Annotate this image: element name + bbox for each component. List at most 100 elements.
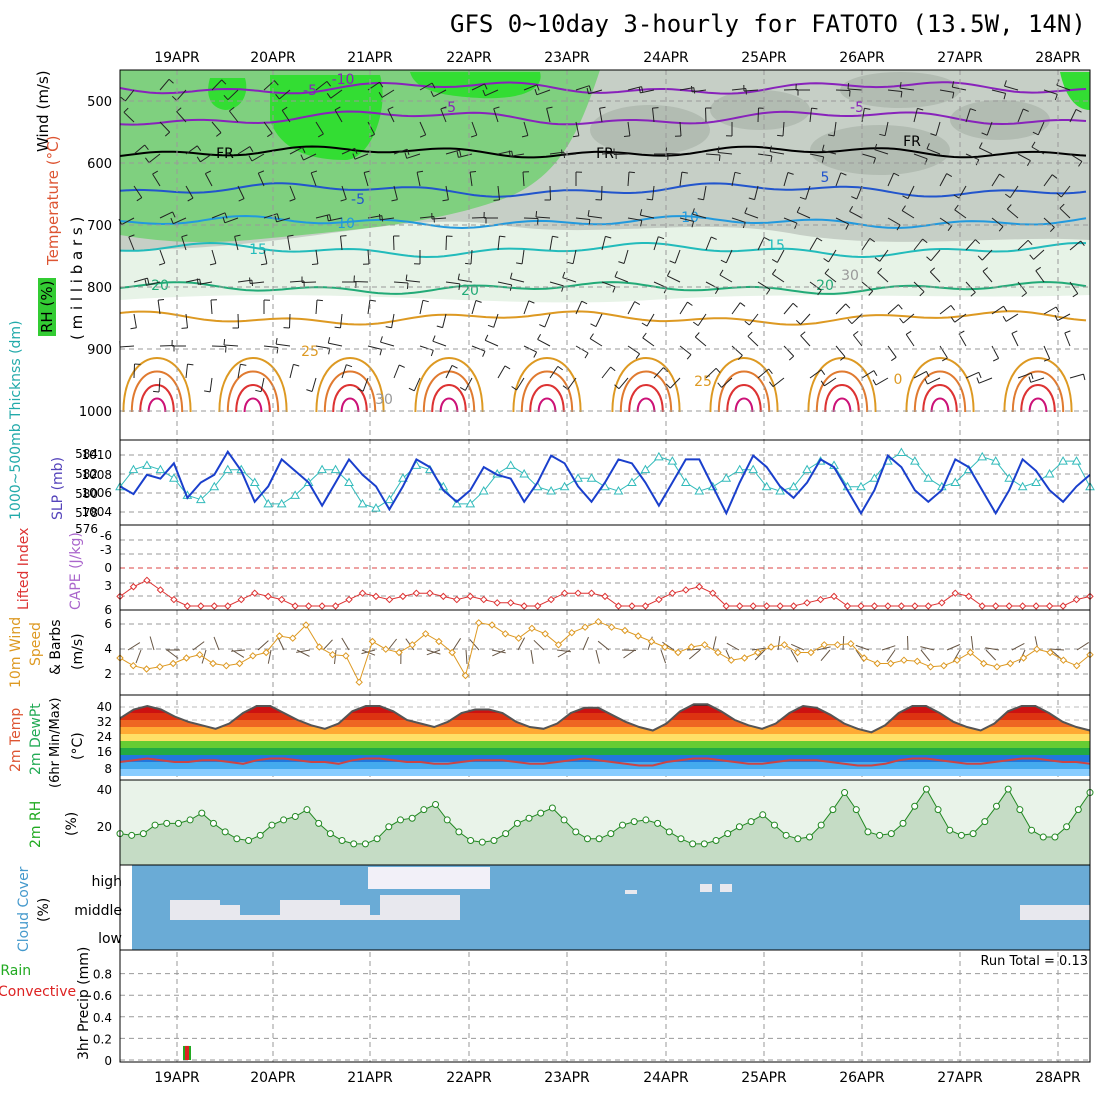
lifted-index-line-point [789, 602, 798, 610]
wind-barb-flag [691, 221, 695, 228]
wind-barb-flag [534, 88, 538, 95]
wind-barb [874, 149, 889, 155]
thickness-line-point [195, 494, 206, 504]
wind10-speed-line-point [435, 637, 443, 646]
wind10-barb [777, 636, 781, 651]
wind-barb-flag [456, 151, 459, 158]
panel-frame-precip [119, 949, 1091, 1063]
diurnal-loop-5-2 [628, 384, 664, 413]
wind-barb-flag [187, 197, 194, 202]
wind-barb [1061, 185, 1071, 198]
wind-barb-flag [196, 278, 199, 285]
wind-barb [133, 363, 135, 379]
thickness-line-point [1017, 481, 1028, 491]
wind-barb [694, 336, 707, 347]
wind-barb [824, 377, 837, 387]
thickness-tick-label: 578 [75, 506, 98, 520]
wind-barb-flag [715, 367, 721, 374]
wind-barb [549, 236, 553, 251]
wind-barb-flag [951, 81, 955, 88]
rh2m-line-point [1028, 826, 1036, 834]
wind-barb-flag [763, 236, 770, 241]
wind-barb-flag [521, 135, 529, 138]
diurnal-loop-5-1 [619, 370, 673, 413]
wind-barb-flag [952, 92, 955, 99]
thickness-line-point [128, 464, 139, 474]
wind-barb-flag [1051, 174, 1058, 179]
diurnal-loop-4-2 [529, 384, 565, 413]
temp-band-6 [120, 741, 1090, 748]
wind10-speed-line-point [807, 648, 815, 657]
cape-tick-label: 3 [104, 579, 112, 593]
wind-barb [913, 153, 928, 160]
wind-barb-flag [528, 300, 535, 304]
wind10-barb [452, 638, 462, 651]
thickness-line-point [734, 464, 745, 474]
wind-barb [152, 173, 161, 187]
diurnal-loop-9-1 [1011, 370, 1065, 413]
wind-barb-flag [1003, 93, 1007, 100]
wind-barb-flag [405, 274, 408, 281]
lifted-index-line-point [816, 595, 825, 604]
wind-barb-flag [470, 171, 477, 173]
date-label-top: 25APR [741, 50, 787, 66]
wind-barb [276, 217, 291, 223]
wind-barb [289, 185, 296, 200]
wind-barb-flag [378, 91, 383, 98]
wind-barb [310, 172, 317, 187]
wind-barb [1057, 313, 1071, 322]
wind-barb [536, 89, 551, 96]
wind-barb-flag [851, 196, 857, 200]
wind-barb [965, 239, 976, 251]
wind-barb [1004, 85, 1019, 91]
wind-barb-flag [694, 332, 700, 338]
wind-barb-flag [845, 303, 851, 309]
rh2m-line-point [233, 835, 241, 843]
wind-barb-flag [1028, 376, 1032, 383]
rh2m-line-point [619, 821, 627, 829]
contour-minus5 [119, 110, 1087, 126]
mb-tick-label: 700 [87, 219, 112, 234]
wind-barb [614, 276, 629, 283]
wind10-barb [790, 649, 799, 663]
thickness-line-point [627, 477, 637, 486]
thickness-line-point [1031, 477, 1041, 486]
wind-barb-flag [276, 213, 280, 220]
wind-barb-flag [788, 355, 795, 361]
wind-barb [926, 148, 941, 155]
wind-barb-flag [499, 235, 506, 238]
wind10-speed-line-point [129, 661, 137, 670]
thickness-line-point [977, 451, 988, 461]
wind-barb [879, 249, 889, 262]
thickness-line-point [680, 477, 691, 486]
wind10-tick-label: 6 [104, 617, 112, 631]
thickness-line-point [357, 498, 368, 508]
wind-barb-flag [820, 369, 826, 375]
precip-bar-convective [185, 1045, 189, 1060]
date-label-bottom: 19APR [154, 1070, 200, 1086]
diurnal-loop-4-0 [512, 357, 582, 413]
wind-barb [315, 81, 328, 91]
rh-bright-blob-2 [208, 78, 247, 110]
wind-barb-flag [258, 170, 265, 174]
wind-barb [301, 281, 317, 283]
wind-barb-flag [385, 326, 392, 329]
lifted-index-line-point [830, 592, 838, 601]
wind10-speed-line-point [382, 645, 390, 653]
wind-barb-flag [922, 238, 928, 244]
lifted-index-line-point [156, 586, 165, 594]
wind-barb [522, 171, 525, 187]
wind-barb-flag [1005, 193, 1011, 199]
wind-barb-flag [1059, 203, 1065, 209]
wind-barb [328, 217, 343, 222]
rh2m-line-point [630, 818, 638, 826]
wind-barb-flag [509, 284, 513, 291]
contour-label: -5 [850, 100, 864, 116]
wind-barb [692, 213, 707, 219]
wind10-speed-line-point [674, 648, 682, 657]
wind10-speed-line-point [169, 659, 177, 668]
wind-barb-flag [769, 381, 774, 387]
wind10-barb [597, 640, 610, 651]
wind-barb [1069, 373, 1084, 379]
wind-barb-flag [1031, 141, 1036, 148]
